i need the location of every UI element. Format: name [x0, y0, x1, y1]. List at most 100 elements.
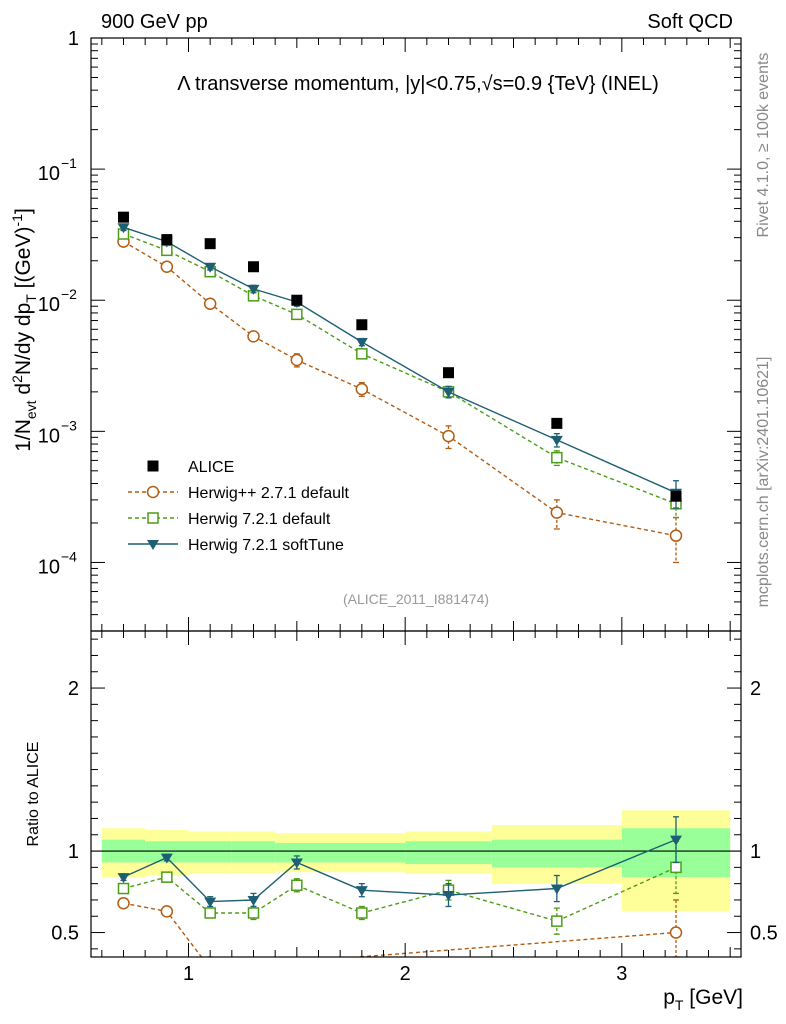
- ratio-stat-band: [405, 841, 492, 865]
- y-tick-exponent: −1: [61, 155, 77, 171]
- y-tick-label: 1: [68, 28, 79, 50]
- ratio-y-tick-label-right: 0.5: [750, 923, 778, 945]
- y-tick-label: 10: [38, 163, 60, 185]
- ratio-y-tick-label-right: 1: [750, 841, 761, 863]
- analysis-id: (ALICE_2011_I881474): [343, 591, 489, 607]
- main-series-2-point: [291, 308, 303, 321]
- ratio-series-group: [117, 816, 683, 957]
- mcplots-label: mcplots.cern.ch [arXiv:2401.10621]: [755, 357, 772, 608]
- main-series-0-point: [118, 211, 129, 223]
- main-series-3-point: [442, 387, 455, 398]
- ratio-series-2-point: [550, 884, 563, 895]
- ratio-stat-band: [318, 842, 406, 863]
- main-series-1-point: [160, 260, 174, 274]
- ratio-series-1-point: [356, 907, 368, 919]
- y-label-part: d: [12, 383, 35, 401]
- main-series-0-point: [161, 234, 173, 246]
- legend-marker: [147, 460, 159, 472]
- ratio-series-2-point: [247, 895, 260, 906]
- ratio-series-1-point: [161, 871, 173, 883]
- legend-marker: [146, 485, 160, 499]
- legend-marker: [147, 540, 159, 550]
- ratio-series-0-point: [117, 896, 130, 910]
- main-series-2-point: [356, 348, 368, 360]
- main-series-0-point: [443, 367, 454, 379]
- main-series-2-point: [551, 451, 563, 464]
- main-series-0-point: [356, 319, 368, 331]
- x-label-part: [GeV]: [683, 986, 743, 1009]
- main-series-0-point: [670, 490, 682, 502]
- main-series-1-point: [355, 382, 369, 396]
- ratio-series-2-point: [290, 858, 303, 869]
- main-series-1-point: [442, 429, 455, 443]
- ratio-y-axis-label: Ratio to ALICE: [25, 742, 42, 847]
- main-series-0-point: [291, 294, 303, 306]
- legend-label: ALICE: [188, 459, 234, 476]
- ratio-y-tick-label: 0.5: [51, 923, 79, 945]
- ratio-series-2-point: [160, 853, 173, 864]
- ratio-y-tick-label-right: 2: [750, 678, 761, 700]
- ratio-stat-band: [275, 842, 319, 863]
- main-series-3-point: [355, 338, 368, 349]
- ratio-series-0-point: [160, 905, 174, 918]
- ratio-series-1-point: [670, 861, 682, 874]
- y-label-part: [(GeV): [12, 226, 35, 294]
- chart-title: Λ transverse momentum, |y|<0.75,√s=0.9 {…: [177, 73, 659, 95]
- y-tick-exponent: −2: [61, 286, 77, 302]
- ratio-series-2-point: [355, 886, 368, 897]
- main-panel: 110−110−210−310 −4Λ transverse momentum, …: [9, 28, 742, 632]
- rivet-label: Rivet 4.1.0, ≥ 100k events: [755, 53, 772, 238]
- ratio-y-tick-label: 1: [68, 841, 79, 863]
- main-series-1-point: [203, 297, 217, 310]
- ratio-series-2-point: [204, 897, 217, 908]
- ratio-stat-band: [145, 841, 189, 863]
- main-series-3-point: [550, 435, 563, 446]
- ratio-frame: [90, 630, 742, 958]
- x-tick-label: 1: [183, 963, 194, 985]
- y-tick-label: 10: [38, 425, 60, 447]
- y-label-sup: -1: [9, 214, 25, 227]
- y-tick-label: 10: [38, 294, 60, 316]
- ratio-stat-band: [188, 841, 232, 863]
- ratio-series-1-line: [123, 866, 677, 922]
- x-tick-label: 2: [400, 963, 411, 985]
- x-label-sub: T: [675, 997, 684, 1013]
- legend-label: Herwig 7.2.1 softTune: [188, 537, 344, 554]
- y-label-part: ]: [12, 208, 35, 214]
- ratio-stat-band: [231, 841, 276, 863]
- y-tick-label: 10: [38, 556, 60, 578]
- legend-label: Herwig 7.2.1 default: [188, 511, 331, 528]
- legend-label: Herwig++ 2.7.1 default: [188, 485, 350, 502]
- header-right: Soft QCD: [647, 11, 733, 33]
- y-axis-label: 1/Nevt d2N/dy dpT [(GeV)-1]: [9, 208, 39, 452]
- ratio-y-tick-label: 2: [68, 678, 79, 700]
- main-series-3-point: [204, 262, 217, 273]
- ratio-stat-band: [491, 839, 622, 868]
- main-series-1-point: [290, 353, 304, 367]
- y-label-sup: 2: [9, 375, 25, 383]
- main-series-1-point: [550, 506, 564, 519]
- main-series-1-point: [669, 529, 683, 542]
- main-series-0-point: [551, 417, 563, 429]
- y-label-sub: evt: [23, 400, 39, 419]
- ratio-series-2-point: [117, 873, 130, 884]
- ratio-series-1-point: [247, 907, 260, 919]
- main-series-0-point: [204, 238, 216, 250]
- y-label-sub: T: [23, 294, 39, 303]
- main-series-3-point: [117, 223, 130, 234]
- ratio-series-2-point: [670, 835, 682, 846]
- header-left: 900 GeV pp: [101, 11, 208, 33]
- y-label-part: 1/N: [12, 419, 35, 452]
- x-label-part: p: [663, 986, 675, 1009]
- y-tick-exponent: −3: [61, 417, 77, 433]
- ratio-series-1-point: [551, 915, 563, 927]
- main-series-1-point: [247, 330, 260, 343]
- ratio-series-0-point: [669, 926, 683, 939]
- ratio-series-1-point: [204, 907, 216, 919]
- ratio-series-1-point: [117, 882, 130, 895]
- x-tick-label: 3: [616, 963, 627, 985]
- legend-marker: [147, 512, 159, 524]
- main-series-3-point: [247, 284, 260, 295]
- main-series-0-point: [248, 261, 259, 273]
